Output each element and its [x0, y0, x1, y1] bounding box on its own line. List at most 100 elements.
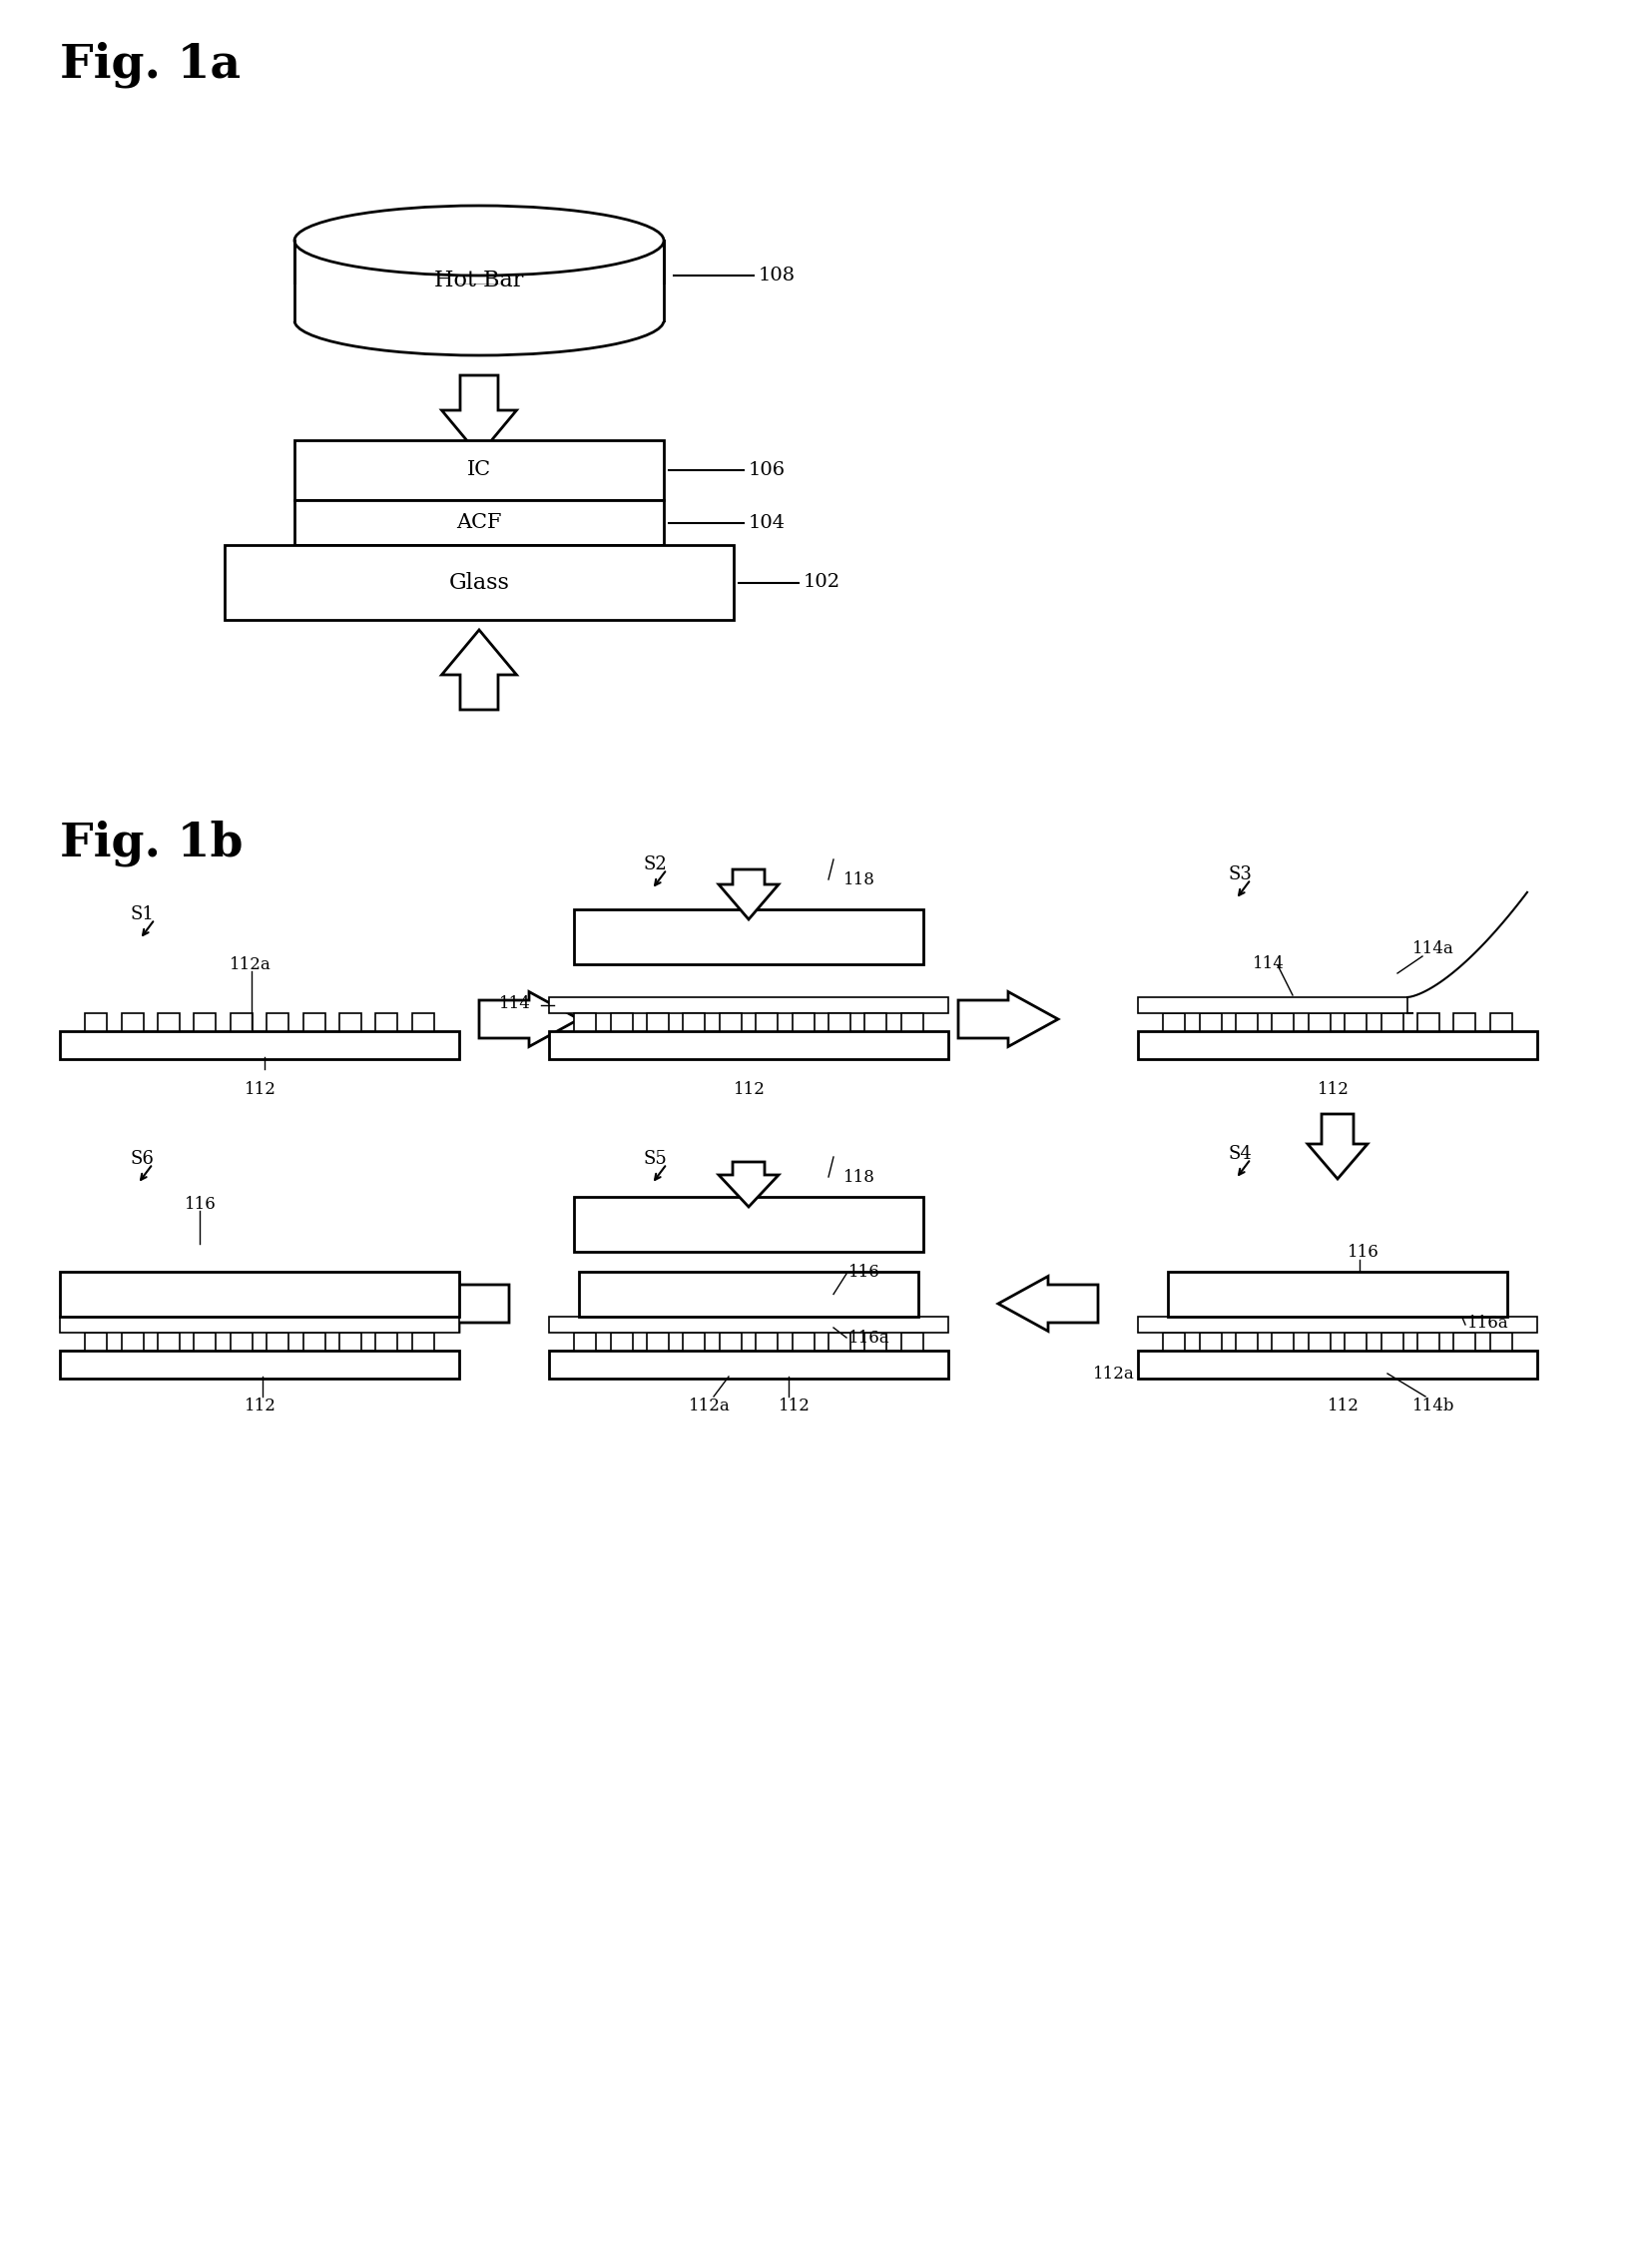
Text: 116: 116 [1348, 1245, 1379, 1261]
Bar [1272, 1013, 1294, 1031]
Bar [1163, 1332, 1184, 1350]
Bar [1163, 1013, 1184, 1031]
Text: S3: S3 [1227, 865, 1252, 883]
Bar [548, 1031, 948, 1058]
Text: 116a: 116a [1467, 1314, 1508, 1332]
Bar [864, 1013, 887, 1031]
Text: 112a: 112a [689, 1398, 730, 1413]
Bar [1168, 1272, 1507, 1317]
Text: S4: S4 [1227, 1146, 1252, 1164]
Text: 108: 108 [758, 267, 796, 285]
Bar [575, 1013, 596, 1031]
Text: 112: 112 [1328, 1398, 1360, 1413]
Bar [1272, 1332, 1294, 1350]
Text: 114: 114 [1252, 955, 1285, 973]
Bar [294, 501, 664, 546]
Bar [225, 546, 733, 620]
Ellipse shape [294, 207, 664, 276]
Bar [1454, 1013, 1475, 1031]
Bar [1236, 1013, 1257, 1031]
Bar [159, 1332, 180, 1350]
Bar [86, 1013, 107, 1031]
Bar [828, 1332, 851, 1350]
Polygon shape [479, 991, 578, 1047]
Bar [828, 1013, 851, 1031]
Bar [900, 1013, 923, 1031]
Bar [575, 1332, 596, 1350]
Bar [1417, 1332, 1439, 1350]
Bar [1138, 1350, 1538, 1380]
Bar [266, 1332, 289, 1350]
Bar [648, 1332, 669, 1350]
Bar [1454, 1332, 1475, 1350]
Bar [720, 1332, 742, 1350]
Text: 116a: 116a [849, 1330, 890, 1346]
Bar [294, 240, 664, 321]
Text: 102: 102 [803, 573, 841, 591]
Bar [266, 1013, 289, 1031]
Bar [611, 1013, 633, 1031]
Text: S2: S2 [644, 856, 667, 874]
Bar [1236, 1332, 1257, 1350]
Polygon shape [998, 1276, 1099, 1330]
Bar [757, 1013, 778, 1031]
Bar [684, 1332, 705, 1350]
Bar [122, 1332, 144, 1350]
Text: 118: 118 [844, 872, 876, 888]
Bar [611, 1332, 633, 1350]
Bar [59, 1272, 459, 1317]
Bar [1381, 1332, 1403, 1350]
Text: 112: 112 [244, 1081, 276, 1099]
Bar [59, 1350, 459, 1380]
Bar [375, 1332, 398, 1350]
Bar [648, 1013, 669, 1031]
Text: Hot Bar: Hot Bar [434, 270, 524, 292]
Bar [1199, 1013, 1221, 1031]
Text: 112: 112 [1318, 1081, 1350, 1099]
Text: 118: 118 [844, 1168, 876, 1186]
Text: S1: S1 [131, 906, 154, 924]
Text: 112a: 112a [1094, 1366, 1135, 1382]
Text: 116: 116 [849, 1263, 881, 1281]
Polygon shape [410, 1276, 509, 1330]
Text: 116: 116 [185, 1195, 216, 1213]
Bar [292, 285, 666, 321]
Bar [86, 1332, 107, 1350]
Bar [1138, 998, 1408, 1013]
Bar [339, 1332, 362, 1350]
Text: 106: 106 [748, 461, 786, 479]
Polygon shape [441, 375, 517, 456]
Polygon shape [1308, 1115, 1368, 1180]
Text: 104: 104 [748, 515, 786, 533]
Bar [573, 1198, 923, 1252]
Bar [1345, 1013, 1366, 1031]
Text: 114b: 114b [1412, 1398, 1455, 1413]
Text: S5: S5 [644, 1150, 667, 1168]
Text: 112: 112 [244, 1398, 276, 1413]
Ellipse shape [294, 285, 664, 355]
Bar [548, 998, 948, 1013]
Text: 112: 112 [778, 1398, 811, 1413]
Bar [864, 1332, 887, 1350]
Bar [375, 1013, 398, 1031]
Bar [302, 1013, 325, 1031]
Bar [59, 1317, 459, 1332]
Polygon shape [441, 629, 517, 710]
Bar [1138, 1031, 1538, 1058]
Bar [1490, 1332, 1512, 1350]
Bar [193, 1332, 216, 1350]
Bar [59, 1031, 459, 1058]
Bar [294, 440, 664, 501]
Bar [339, 1013, 362, 1031]
Text: 114: 114 [499, 995, 530, 1011]
Bar [193, 1013, 216, 1031]
Bar [159, 1013, 180, 1031]
Bar [122, 1013, 144, 1031]
Bar [578, 1272, 919, 1317]
Bar [900, 1332, 923, 1350]
Bar [684, 1013, 705, 1031]
Bar [1345, 1332, 1366, 1350]
Bar [573, 910, 923, 964]
Bar [230, 1013, 253, 1031]
Text: 112a: 112a [230, 957, 271, 973]
